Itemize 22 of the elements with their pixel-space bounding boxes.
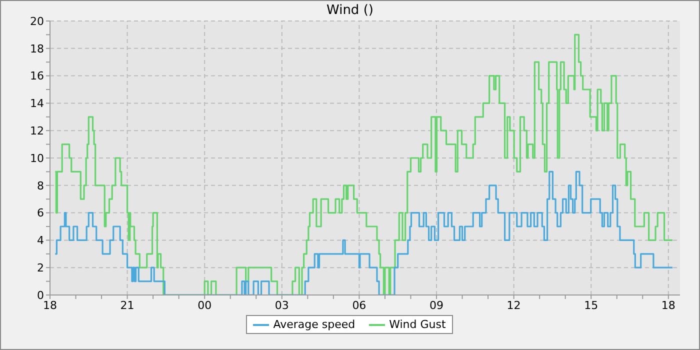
x-tick-label: 03 (274, 298, 289, 312)
y-tick-label: 8 (37, 179, 44, 192)
y-tick-label: 12 (30, 124, 44, 138)
y-tick-label: 10 (30, 152, 44, 165)
y-tick-label: 18 (30, 42, 44, 56)
x-tick-label: 06 (352, 298, 366, 312)
y-tick-label: 0 (37, 288, 44, 302)
y-tick-label: 6 (37, 206, 44, 220)
y-tick-label: 14 (30, 97, 44, 110)
x-tick-label: 09 (430, 298, 444, 312)
chart-title: Wind () (326, 3, 374, 18)
y-tick-label: 16 (30, 70, 44, 83)
x-tick-label: 00 (198, 298, 212, 312)
x-tick-label: 21 (120, 298, 134, 312)
x-tick-label: 15 (584, 298, 598, 312)
legend-label: Wind Gust (389, 318, 446, 331)
x-tick-label: 12 (506, 298, 521, 312)
y-tick-label: 20 (30, 14, 44, 28)
y-tick-label: 4 (37, 234, 44, 248)
legend-label: Average speed (273, 318, 356, 331)
x-tick-label: 18 (661, 298, 676, 312)
y-tick-label: 2 (37, 262, 44, 275)
